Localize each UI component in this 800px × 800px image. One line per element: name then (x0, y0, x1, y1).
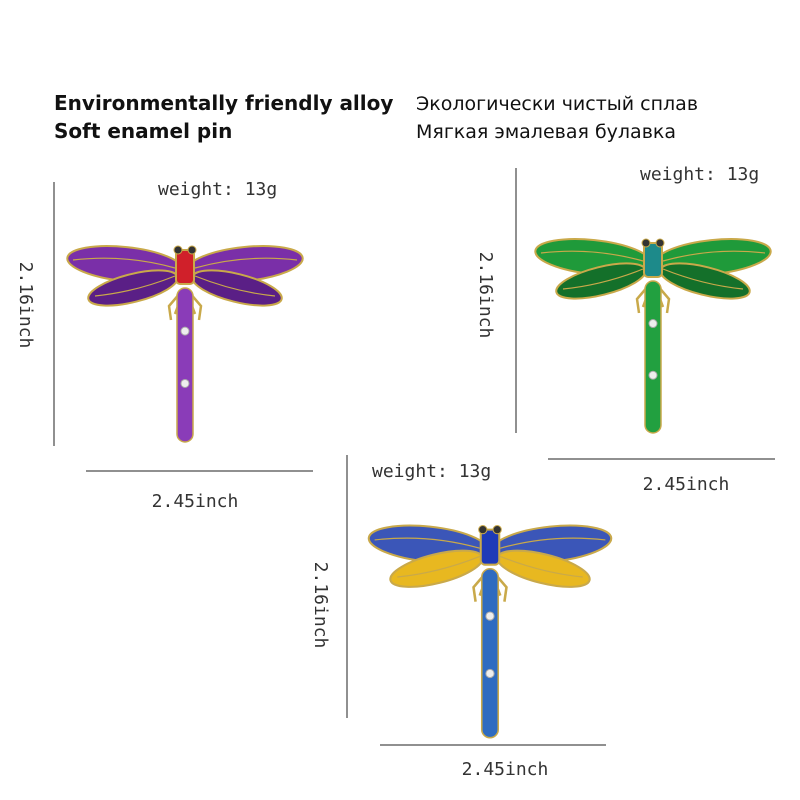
header-russian: Экологически чистый сплав (416, 93, 698, 115)
eye (641, 238, 651, 248)
rhinestone (180, 326, 190, 336)
gem (479, 528, 501, 566)
width-label: 2.45inch (462, 759, 549, 780)
wing-vein (374, 537, 480, 578)
height-label: 2.16inch (15, 262, 36, 349)
product: weight: 13g 2.16inch 2.45inch (475, 164, 775, 495)
weight-label: weight: 13g (158, 179, 277, 200)
wing-vein (662, 250, 766, 290)
width-label: 2.45inch (643, 474, 730, 495)
eye (173, 245, 183, 255)
wing-vein (540, 250, 644, 290)
header-russian: Мягкая эмалевая булавка (416, 121, 676, 143)
header-english: Environmentally friendly alloy (54, 91, 393, 115)
rhinestone (485, 668, 495, 679)
width-label: 2.45inch (152, 491, 239, 512)
eye (655, 238, 665, 248)
product: weight: 13g 2.16inch 2.45inch (15, 179, 313, 512)
weight-label: weight: 13g (640, 164, 759, 185)
eye (478, 525, 488, 535)
height-label: 2.16inch (475, 252, 496, 339)
weight-label: weight: 13g (372, 461, 491, 482)
gem (175, 249, 195, 285)
wing-vein (72, 257, 176, 297)
product: weight: 13g 2.16inch 2.45inch (310, 455, 613, 780)
gem (643, 242, 663, 278)
header-english: Soft enamel pin (54, 119, 232, 143)
eye (492, 525, 502, 535)
dragonfly (66, 245, 304, 443)
body (644, 280, 662, 434)
body (176, 287, 194, 443)
dragonfly (367, 524, 613, 739)
wing-vein (500, 537, 606, 578)
wing-vein (194, 257, 298, 297)
products: weight: 13g 2.16inch 2.45inch weight: 13g 2.… (15, 164, 775, 780)
height-label: 2.16inch (310, 562, 331, 649)
rhinestone (180, 378, 190, 388)
dragonfly (534, 238, 772, 434)
rhinestone (648, 370, 658, 380)
rhinestone (485, 611, 495, 621)
eye (187, 245, 197, 255)
rhinestone (648, 319, 658, 329)
body (480, 568, 500, 739)
